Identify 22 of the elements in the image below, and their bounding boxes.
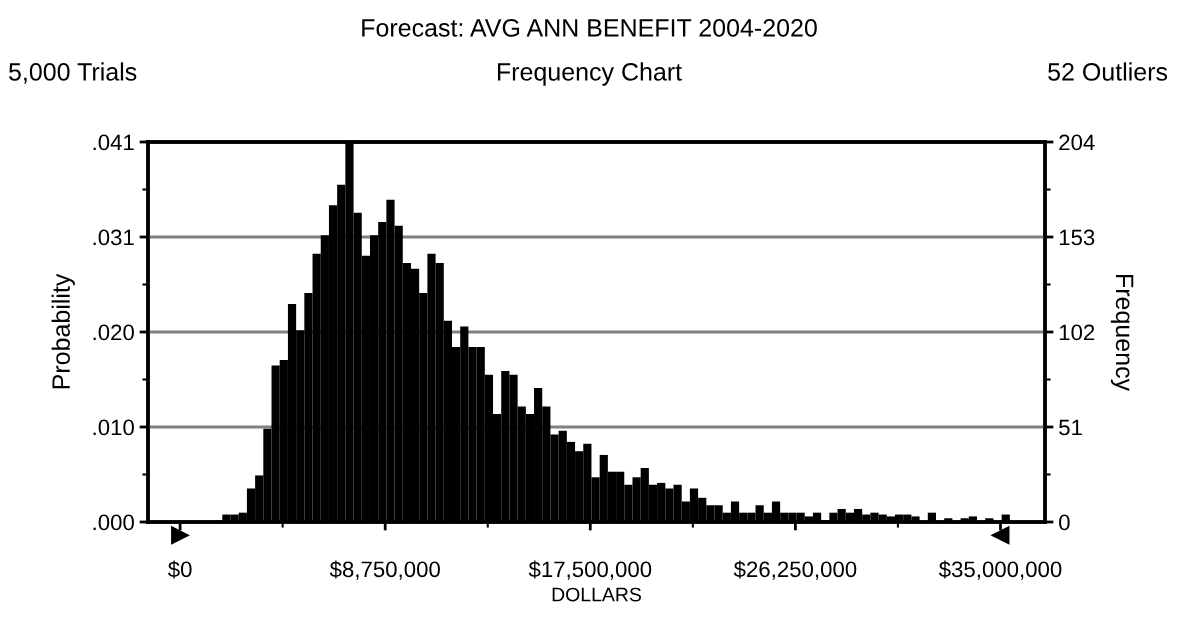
y2-tick-label: 204 xyxy=(1059,134,1095,151)
chart-title: Forecast: AVG ANN BENEFIT 2004-2020 xyxy=(362,19,817,37)
text: 52 Outliers xyxy=(1048,62,1168,81)
x-tick-label: $8,750,000 xyxy=(329,560,440,580)
y-tick-label: .041 xyxy=(93,134,134,151)
y2-tick-label: 102 xyxy=(1059,324,1095,341)
y-axis-title: Probability xyxy=(51,273,75,389)
y2-axis-title: Frequency xyxy=(1110,275,1134,392)
y-tick-label: .010 xyxy=(93,419,134,436)
y-tick-label: .020 xyxy=(93,324,134,341)
y-tick-label: .031 xyxy=(93,229,134,246)
x-tick-label: $17,500,000 xyxy=(528,560,652,580)
text: 5,000 Trials xyxy=(9,62,137,84)
x-tick-label: $26,250,000 xyxy=(733,560,857,580)
x-tick-label: $0 xyxy=(167,560,192,579)
y2-tick-label: 0 xyxy=(1059,514,1070,531)
x-axis-title: DOLLARS xyxy=(552,587,641,602)
x-tick-label: $35,000,000 xyxy=(938,560,1062,580)
y-tick-label: .000 xyxy=(93,514,134,531)
y2-tick-label: 51 xyxy=(1059,419,1082,436)
y2-tick-label: 153 xyxy=(1059,229,1095,246)
chart-subtitle: Frequency Chart xyxy=(497,62,682,86)
